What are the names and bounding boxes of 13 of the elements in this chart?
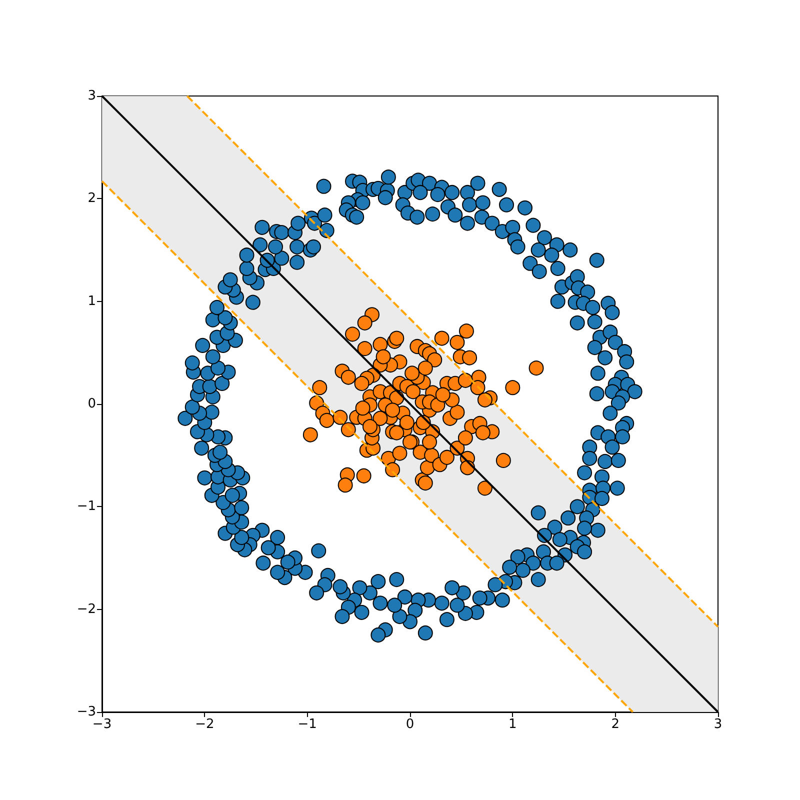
x-tick-label: 2 (611, 717, 620, 732)
x-tick-label: −2 (195, 717, 214, 732)
x-tick-label: 0 (406, 717, 414, 732)
y-tick-label: 0 (88, 396, 96, 412)
x-tick-label: −1 (298, 717, 317, 732)
y-tick-label: −1 (76, 499, 96, 514)
x-tick-label: 1 (508, 717, 517, 732)
y-tick-label: −2 (76, 602, 96, 617)
y-tick-label: −3 (76, 704, 96, 720)
y-tick-label: 2 (88, 191, 96, 206)
y-tick-label: 3 (88, 88, 96, 104)
x-tick-label: 3 (714, 717, 722, 732)
y-tick-label: 1 (88, 294, 96, 309)
